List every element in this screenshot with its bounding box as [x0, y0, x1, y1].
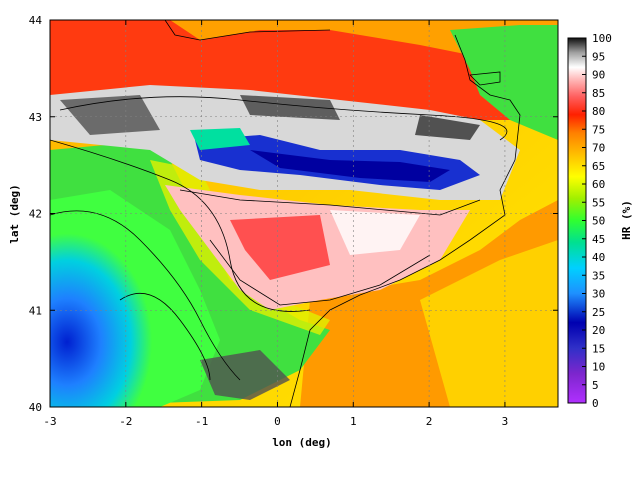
- colorbar-ticks: 1009590858075706560555045403530252015105…: [582, 32, 612, 410]
- colorbar-tick-label: 60: [592, 178, 605, 191]
- contour: [179, 189, 481, 216]
- colorbar-label: HR (%): [620, 200, 633, 240]
- coastline: [164, 20, 331, 41]
- x-tick-label: 2: [426, 415, 433, 428]
- y-tick-label: 43: [29, 111, 42, 124]
- colorbar-tick-label: 25: [592, 306, 605, 319]
- x-axis-label: lon (deg): [272, 436, 332, 449]
- x-tick-label: -3: [43, 415, 56, 428]
- x-axis: -3 -2 -1 0 1 2 3: [43, 20, 508, 428]
- x-tick-label: 3: [502, 415, 509, 428]
- colorbar-tick-label: 45: [592, 233, 605, 246]
- y-tick-label: 41: [29, 304, 42, 317]
- colorbar-tick-label: 65: [592, 160, 605, 173]
- pyrenees-green-patch: [190, 128, 250, 150]
- colorbar-tick-label: 20: [592, 324, 605, 337]
- ebro-red-core: [230, 215, 330, 280]
- cloud-patch: [200, 350, 290, 400]
- contour: [119, 292, 211, 381]
- colorbar-tick-label: 80: [592, 105, 605, 118]
- colorbar-tick-label: 40: [592, 251, 605, 264]
- contour: [50, 139, 311, 312]
- contour: [209, 239, 431, 306]
- west-dry-region: [50, 190, 220, 407]
- colorbar-tick-label: 35: [592, 269, 605, 282]
- contour: [50, 210, 241, 381]
- map-field: [50, 20, 558, 407]
- y-tick-label: 40: [29, 401, 42, 414]
- cloud-patch: [415, 115, 480, 140]
- colorbar-tick-label: 5: [592, 379, 599, 392]
- x-tick-label: -1: [195, 415, 208, 428]
- x-tick-label: 0: [274, 415, 281, 428]
- colorbar-tick-label: 75: [592, 123, 605, 136]
- colorbar-tick-label: 30: [592, 288, 605, 301]
- cloud-patch: [240, 95, 340, 120]
- x-tick-label: -2: [119, 415, 132, 428]
- colorbar-tick-label: 70: [592, 142, 605, 155]
- ne-land-region: [450, 25, 558, 140]
- colorbar-tick-label: 55: [592, 196, 605, 209]
- colorbar-tick-label: 95: [592, 50, 605, 63]
- colorbar: 1009590858075706560555045403530252015105…: [567, 32, 633, 410]
- colorbar-tick-label: 100: [592, 32, 612, 45]
- colorbar-tick-label: 90: [592, 69, 605, 82]
- y-axis-label: lat (deg): [8, 184, 21, 244]
- contour: [59, 96, 508, 141]
- coastline: [469, 71, 501, 86]
- colorbar-tick-label: 10: [592, 361, 605, 374]
- x-tick-label: 1: [350, 415, 357, 428]
- y-tick-label: 44: [29, 14, 43, 27]
- colorbar-tick-label: 50: [592, 215, 605, 228]
- colorbar-tick-label: 85: [592, 87, 605, 100]
- colorbar-tick-label: 0: [592, 397, 599, 410]
- y-tick-label: 42: [29, 208, 42, 221]
- mediterranean-east-region: [420, 240, 558, 407]
- y-axis: 40 41 42 43 44: [29, 14, 558, 414]
- colorbar-tick-label: 15: [592, 342, 605, 355]
- pyrenees-core-dark: [250, 150, 450, 182]
- ebro-white-patch: [330, 210, 420, 255]
